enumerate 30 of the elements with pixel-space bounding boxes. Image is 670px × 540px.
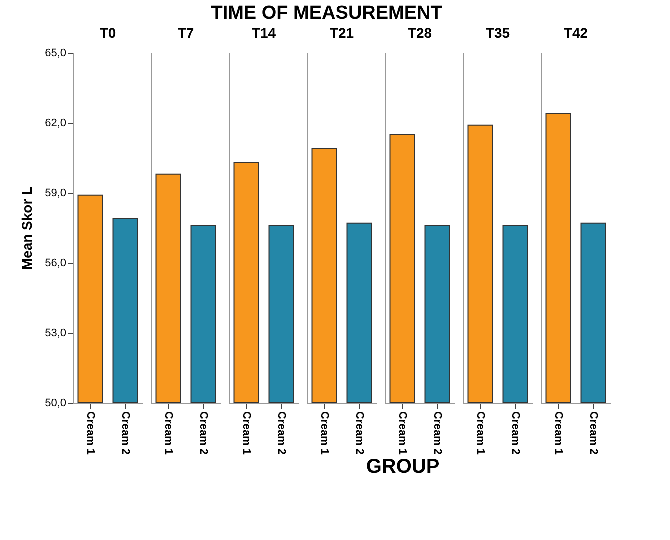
x-tick-label: Cream 1 — [396, 412, 408, 455]
x-tick-label: Cream 1 — [474, 412, 486, 455]
x-tick-label: Cream 1 — [240, 412, 252, 455]
x-tick-label: Cream 2 — [432, 412, 444, 455]
y-tick-label: 53,0 — [45, 328, 66, 340]
chart-title: T7 — [178, 25, 194, 41]
chart-title: T0 — [100, 25, 116, 41]
y-tick-label: 65,0 — [45, 48, 66, 60]
chart-title: T14 — [252, 25, 276, 41]
x-tick-label: Cream 2 — [198, 412, 210, 455]
x-tick-label: Cream 1 — [318, 412, 330, 455]
x-tick-label: Cream 1 — [162, 412, 174, 455]
y-tick-label: 50,0 — [45, 398, 66, 410]
y-tick-label: 59,0 — [45, 188, 66, 200]
x-tick-label: Cream 2 — [120, 412, 132, 455]
x-tick-label: Cream 1 — [552, 412, 564, 455]
chart-title: T35 — [486, 25, 510, 41]
x-tick-label: Cream 2 — [276, 412, 288, 455]
y-axis-title: Mean Skor L — [19, 186, 36, 270]
chart-title: T28 — [408, 25, 432, 41]
x-tick-label: Cream 2 — [588, 412, 600, 455]
chart-title: T21 — [330, 25, 354, 41]
y-tick-label: 56,0 — [45, 258, 66, 270]
text: GROUP — [366, 456, 440, 478]
x-tick-label: Cream 1 — [84, 412, 96, 455]
chart-title: T42 — [564, 25, 588, 41]
x-tick-label: Cream 2 — [354, 412, 366, 455]
text: TIME OF MEASUREMENT — [211, 3, 443, 24]
y-tick-label: 62,0 — [45, 118, 66, 130]
x-tick-label: Cream 2 — [510, 412, 522, 455]
